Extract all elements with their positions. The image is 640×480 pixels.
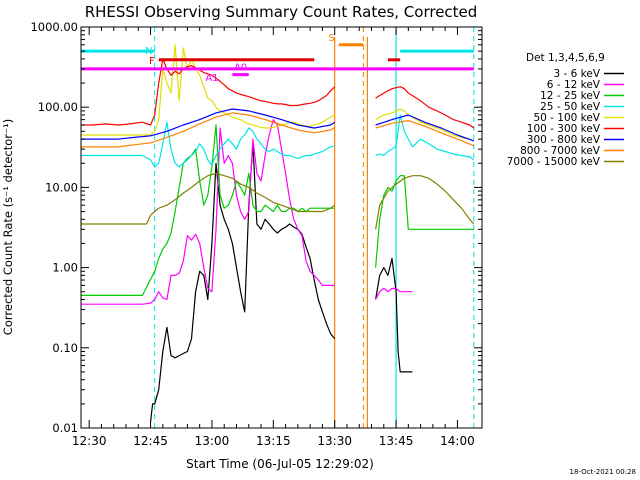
series-line-0 — [150, 143, 413, 422]
legend-label-7: 800 - 7000 keV — [520, 145, 601, 157]
legend-label-2: 12 - 25 keV — [540, 90, 601, 102]
y-tick-label-4: 100.00 — [38, 100, 78, 114]
x-tick-label-2: 13:00 — [195, 434, 230, 448]
footer-timestamp: 18-Oct-2021 00:28 — [570, 468, 636, 476]
flag-label-3: A1 — [205, 73, 218, 84]
y-tick-label-1: 0.10 — [52, 341, 78, 355]
legend-label-6: 300 - 800 keV — [527, 134, 601, 146]
x-tick-label-0: 12:30 — [72, 434, 107, 448]
plot-frame — [80, 26, 483, 429]
series-line-2 — [81, 124, 474, 296]
series-line-3 — [81, 114, 475, 168]
legend-label-5: 100 - 300 keV — [527, 123, 601, 135]
chart-title: RHESSI Observing Summary Count Rates, Co… — [85, 3, 478, 21]
series-line-7 — [81, 112, 475, 148]
series-line-6 — [81, 108, 475, 142]
y-tick-label-3: 10.00 — [45, 180, 78, 194]
legend-label-8: 7000 - 15000 keV — [507, 156, 601, 168]
y-tick-label-0: 0.01 — [52, 421, 78, 435]
x-tick-label-4: 13:30 — [317, 434, 352, 448]
legend-label-3: 25 - 50 keV — [540, 101, 601, 113]
flag-label-2: S — [328, 33, 334, 44]
axes: 0.01 0.10 1.00 10.00 100.00 1000.00 12:30 12:45… — [30, 20, 483, 448]
series-line-8 — [81, 172, 475, 230]
y-tick-label-2: 1.00 — [52, 261, 78, 275]
x-tick-label-6: 14:00 — [440, 434, 475, 448]
y-axis-label: Corrected Count Rate (s⁻¹ detector⁻¹) — [1, 119, 15, 335]
legend-label-4: 50 - 100 keV — [533, 112, 600, 124]
legend-label-0: 3 - 6 keV — [553, 68, 600, 80]
legend-title: Det 1,3,4,5,6,9 — [526, 52, 605, 64]
flag-label-1: F — [149, 56, 155, 67]
marker-lines — [80, 27, 475, 428]
x-tick-label-1: 12:45 — [133, 434, 168, 448]
x-tick-label-3: 13:15 — [256, 434, 291, 448]
legend-label-1: 6 - 12 keV — [547, 79, 601, 91]
series-lines — [81, 44, 475, 422]
flag-bars: NF S A1 A0 — [81, 33, 474, 84]
y-tick-label-5: 1000.00 — [30, 20, 78, 34]
series-line-5 — [81, 58, 475, 129]
flag-label-4: A0 — [234, 63, 247, 74]
flag-label-0: N — [145, 46, 152, 57]
x-tick-label-5: 13:45 — [379, 434, 414, 448]
x-axis-label: Start Time (06-Jul-05 12:29:02) — [186, 457, 374, 471]
series-line-1 — [81, 119, 413, 305]
